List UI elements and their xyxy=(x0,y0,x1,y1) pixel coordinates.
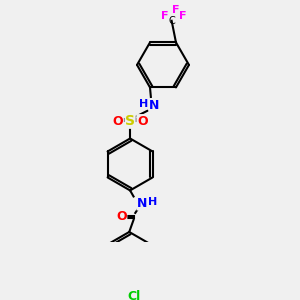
Text: O: O xyxy=(137,115,148,128)
Text: F: F xyxy=(172,5,180,15)
Text: O: O xyxy=(113,115,123,128)
Text: S: S xyxy=(125,114,135,128)
Text: N: N xyxy=(149,99,160,112)
Text: F: F xyxy=(161,11,169,22)
Text: N: N xyxy=(137,197,147,210)
Text: H: H xyxy=(148,197,157,207)
Text: O: O xyxy=(116,210,127,223)
Text: C: C xyxy=(168,16,175,26)
Text: H: H xyxy=(139,99,148,109)
Text: F: F xyxy=(179,11,187,22)
Text: Cl: Cl xyxy=(127,290,140,300)
